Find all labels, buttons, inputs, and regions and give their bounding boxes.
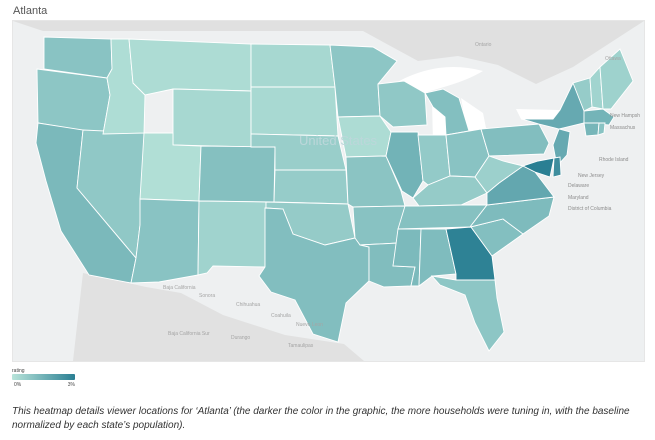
state-massachusetts xyxy=(583,108,615,126)
label-delaware: Delaware xyxy=(568,183,589,189)
legend-title: rating xyxy=(12,368,25,374)
legend-min-label: 0% xyxy=(14,382,22,388)
state-delaware xyxy=(552,156,562,178)
state-colorado xyxy=(198,145,276,203)
map-frame: United States New Hampsh Massachus Rhode… xyxy=(12,20,645,362)
state-wyoming xyxy=(172,88,252,148)
state-connecticut xyxy=(583,122,600,137)
state-florida xyxy=(430,275,505,352)
label-ottawa: Ottawa xyxy=(605,56,621,62)
label-rhode-island: Rhode Island xyxy=(599,157,629,163)
label-maryland: Maryland xyxy=(568,195,589,201)
label-chihuahua: Chihuahua xyxy=(236,302,260,308)
atlantic-ocean xyxy=(489,21,644,361)
country-label-us: United States xyxy=(299,133,378,148)
state-new-mexico xyxy=(197,200,267,276)
label-nuevo-leon: Nuevo Leon xyxy=(296,322,323,328)
state-texas xyxy=(258,207,370,343)
state-maryland xyxy=(521,157,555,178)
label-tamaulipas: Tamaulipas xyxy=(288,343,314,349)
label-sonora: Sonora xyxy=(199,293,215,299)
label-new-hampshire: New Hampsh xyxy=(610,113,640,119)
state-north-dakota xyxy=(250,43,336,88)
map-title: Atlanta xyxy=(13,5,48,17)
state-alabama xyxy=(418,228,457,287)
label-durango: Durango xyxy=(231,335,250,341)
mexico-land xyxy=(73,273,364,361)
figure-caption: This heatmap details viewer locations fo… xyxy=(12,406,630,431)
lake-michigan xyxy=(432,101,446,142)
label-coahuila: Coahuila xyxy=(271,313,291,319)
lake-huron xyxy=(461,98,487,133)
label-baja-california-sur: Baja California Sur xyxy=(168,331,210,337)
label-district-of-columbia: District of Columbia xyxy=(568,206,612,212)
state-maine xyxy=(599,48,634,110)
label-ontario: Ontario xyxy=(475,42,492,48)
label-baja-california: Baja California xyxy=(163,285,196,291)
legend-max-label: 3% xyxy=(67,382,75,388)
state-new-jersey xyxy=(552,128,571,167)
canada-land xyxy=(13,21,644,84)
label-massachusetts: Massachus xyxy=(610,125,636,131)
state-kansas xyxy=(273,169,349,205)
state-montana xyxy=(128,38,252,96)
map-legend: rating 0% 3% xyxy=(12,368,82,394)
state-rhode-island xyxy=(597,122,606,136)
state-south-dakota xyxy=(250,86,339,137)
us-state-heatmap: United States New Hampsh Massachus Rhode… xyxy=(13,21,644,361)
state-arizona xyxy=(130,198,200,284)
state-wisconsin xyxy=(377,80,428,128)
legend-color-ramp xyxy=(12,374,75,380)
state-pennsylvania xyxy=(480,123,550,157)
lake-ontario xyxy=(516,109,560,119)
label-new-jersey: New Jersey xyxy=(578,173,605,179)
